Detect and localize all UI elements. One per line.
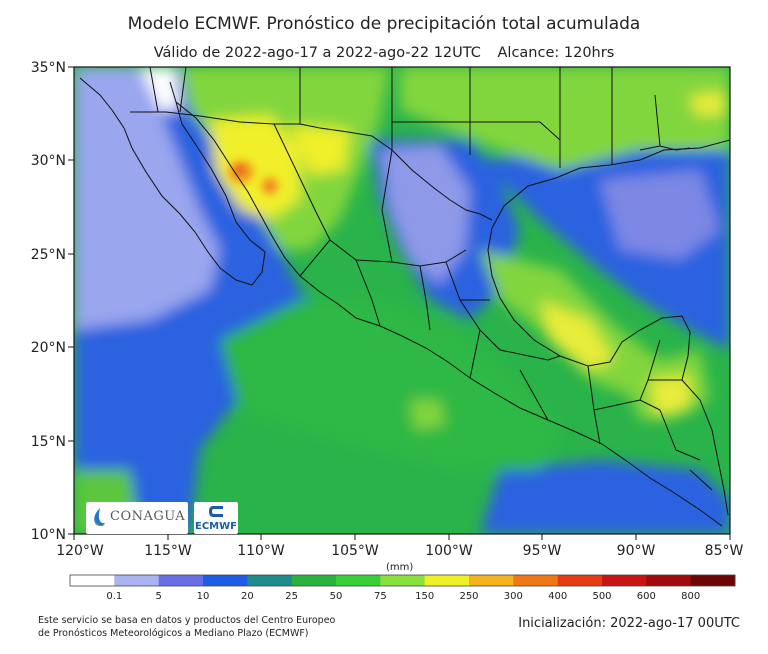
conagua-drop-icon	[94, 508, 106, 527]
conagua-name: CONAGUA	[110, 509, 186, 524]
colorbar-label: 20	[240, 591, 254, 602]
colorbar-label: 250	[459, 591, 479, 602]
colorbar-swatch	[602, 575, 647, 586]
initialization-time: Inicialización: 2022-ago-17 00UTC	[518, 616, 740, 631]
colorbar-swatch	[247, 575, 293, 586]
lat-tick-label: 30°N	[31, 153, 66, 169]
colorbar-label: 500	[592, 591, 612, 602]
lat-tick-label: 15°N	[31, 434, 66, 450]
lat-tick-label: 35°N	[31, 60, 66, 76]
valid-period: Válido de 2022-ago-17 a 2022-ago-22 12UT…	[153, 45, 481, 61]
colorbar-label: 0.1	[106, 591, 123, 602]
colorbar-label: 10	[196, 591, 210, 602]
colorbar-label: 300	[503, 591, 523, 602]
lon-tick-label: 100°W	[425, 543, 473, 559]
lat-tick-label: 25°N	[31, 247, 66, 263]
colorbar-label: 800	[681, 591, 701, 602]
lon-tick-label: 110°W	[237, 543, 285, 559]
footnote: Este servicio se basa en datos y product…	[38, 614, 335, 640]
colorbar-label: 75	[373, 591, 387, 602]
colorbar-label: 400	[548, 591, 568, 602]
ecmwf-mark-icon	[209, 506, 223, 517]
lat-tick-label: 20°N	[31, 340, 66, 356]
lon-tick-label: 120°W	[56, 543, 104, 559]
colorbar-swatch	[158, 575, 204, 586]
map-subtitle: Válido de 2022-ago-17 a 2022-ago-22 12UT…	[0, 45, 768, 61]
lon-tick-label: 105°W	[331, 543, 379, 559]
lon-tick-label: 90°W	[617, 543, 656, 559]
colorbar-border	[69, 574, 736, 587]
forecast-range: Alcance: 120hrs	[497, 45, 615, 61]
colorbar-swatch	[291, 575, 337, 586]
colorbar-swatch	[690, 575, 736, 586]
colorbar-label: 25	[285, 591, 299, 602]
colorbar-swatch	[557, 575, 603, 586]
colorbar-unit: (mm)	[386, 562, 414, 573]
lon-ticks	[73, 534, 731, 540]
colorbar-swatch	[336, 575, 381, 586]
colorbar-swatch	[646, 575, 692, 586]
colorbar-label: 50	[329, 591, 343, 602]
colorbar-swatch	[513, 575, 559, 586]
colorbar	[69, 574, 736, 587]
colorbar-swatch	[114, 575, 160, 586]
colorbar-label: 5	[155, 591, 162, 602]
lat-tick-label: 10°N	[31, 527, 66, 543]
colorbar-swatch	[70, 575, 115, 586]
lat-ticks	[68, 66, 74, 535]
footnote-line: de Pronósticos Meteorológicos a Mediano …	[38, 628, 309, 639]
map-frame	[73, 66, 731, 535]
colorbar-swatch	[203, 575, 248, 586]
lon-tick-label: 115°W	[144, 543, 192, 559]
colorbar-swatch	[469, 575, 514, 586]
precipitation-field	[74, 67, 730, 534]
conagua-logo: CONAGUA	[86, 502, 188, 534]
coastlines	[79, 67, 730, 527]
lon-tick-label: 95°W	[523, 543, 562, 559]
map-title: Modelo ECMWF. Pronóstico de precipitació…	[127, 14, 641, 34]
footnote-line: Este servicio se basa en datos y product…	[38, 615, 336, 626]
lon-tick-label: 85°W	[705, 543, 744, 559]
colorbar-swatch	[424, 575, 470, 586]
colorbar-label: 600	[636, 591, 656, 602]
colorbar-label: 150	[415, 591, 435, 602]
ecmwf-name: ECMWF	[195, 521, 237, 532]
colorbar-swatch	[380, 575, 426, 586]
ecmwf-logo: ECMWF	[194, 502, 238, 534]
